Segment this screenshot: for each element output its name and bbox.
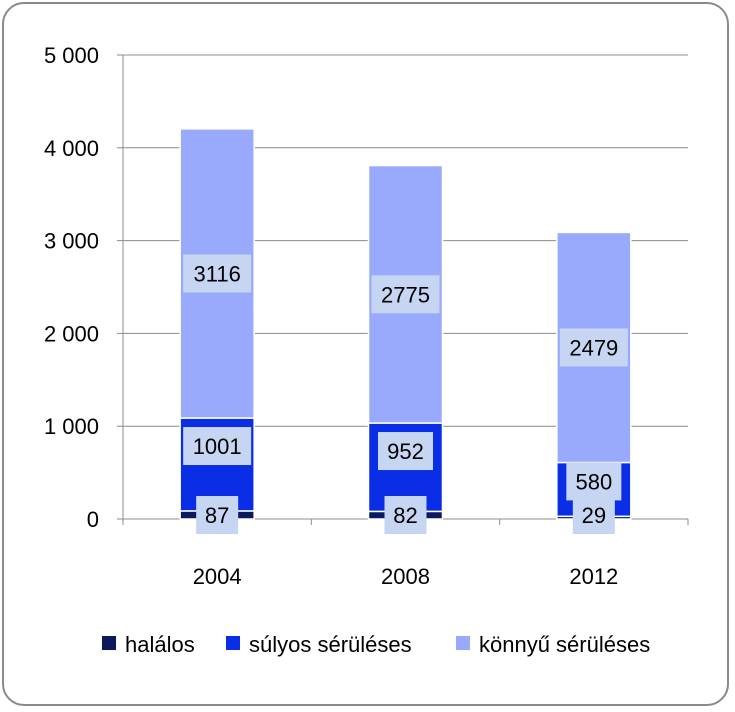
data-label-box [196, 496, 239, 534]
data-label: 87 [205, 503, 229, 528]
data-label-box [384, 496, 427, 534]
data-label-box [566, 462, 622, 501]
data-label: 580 [575, 469, 612, 494]
y-tick-label: 4 000 [44, 136, 99, 161]
legend-label: halálos [125, 632, 195, 657]
legend-swatch [226, 636, 240, 650]
x-tick-label: 2008 [381, 564, 430, 589]
data-label-box [378, 432, 433, 471]
data-labels: 87 1001 3116 82 952 2775 29 580 2479 [183, 254, 628, 534]
data-label: 82 [393, 503, 417, 528]
y-tick-label: 3 000 [44, 229, 99, 254]
data-label: 29 [582, 503, 606, 528]
data-label-box [371, 275, 440, 314]
x-tick-label: 2012 [569, 564, 618, 589]
legend-label: könnyű sérüléses [479, 632, 650, 657]
data-label: 3116 [194, 261, 241, 286]
data-label: 1001 [193, 434, 242, 459]
data-label-box [559, 328, 628, 367]
data-label: 2479 [569, 335, 618, 360]
legend-label: súlyos sérüléses [249, 632, 412, 657]
legend: halálos súlyos sérüléses könnyű sérüléses [102, 632, 650, 657]
data-label-box [183, 254, 252, 293]
x-tick-labels: 2004 2008 2012 [193, 564, 619, 589]
data-label: 2775 [381, 282, 430, 307]
y-tick-label: 0 [87, 507, 99, 532]
legend-swatch [456, 636, 470, 650]
y-tick-label: 2 000 [44, 321, 99, 346]
legend-swatch [102, 636, 116, 650]
x-tick-label: 2004 [193, 564, 242, 589]
data-label-box [183, 427, 252, 466]
data-label: 952 [387, 439, 424, 464]
y-tick-labels: 0 1 000 2 000 3 000 4 000 5 000 [44, 43, 99, 532]
y-tick-label: 1 000 [44, 414, 99, 439]
data-label-box [572, 496, 615, 534]
y-tick-label: 5 000 [44, 43, 99, 68]
